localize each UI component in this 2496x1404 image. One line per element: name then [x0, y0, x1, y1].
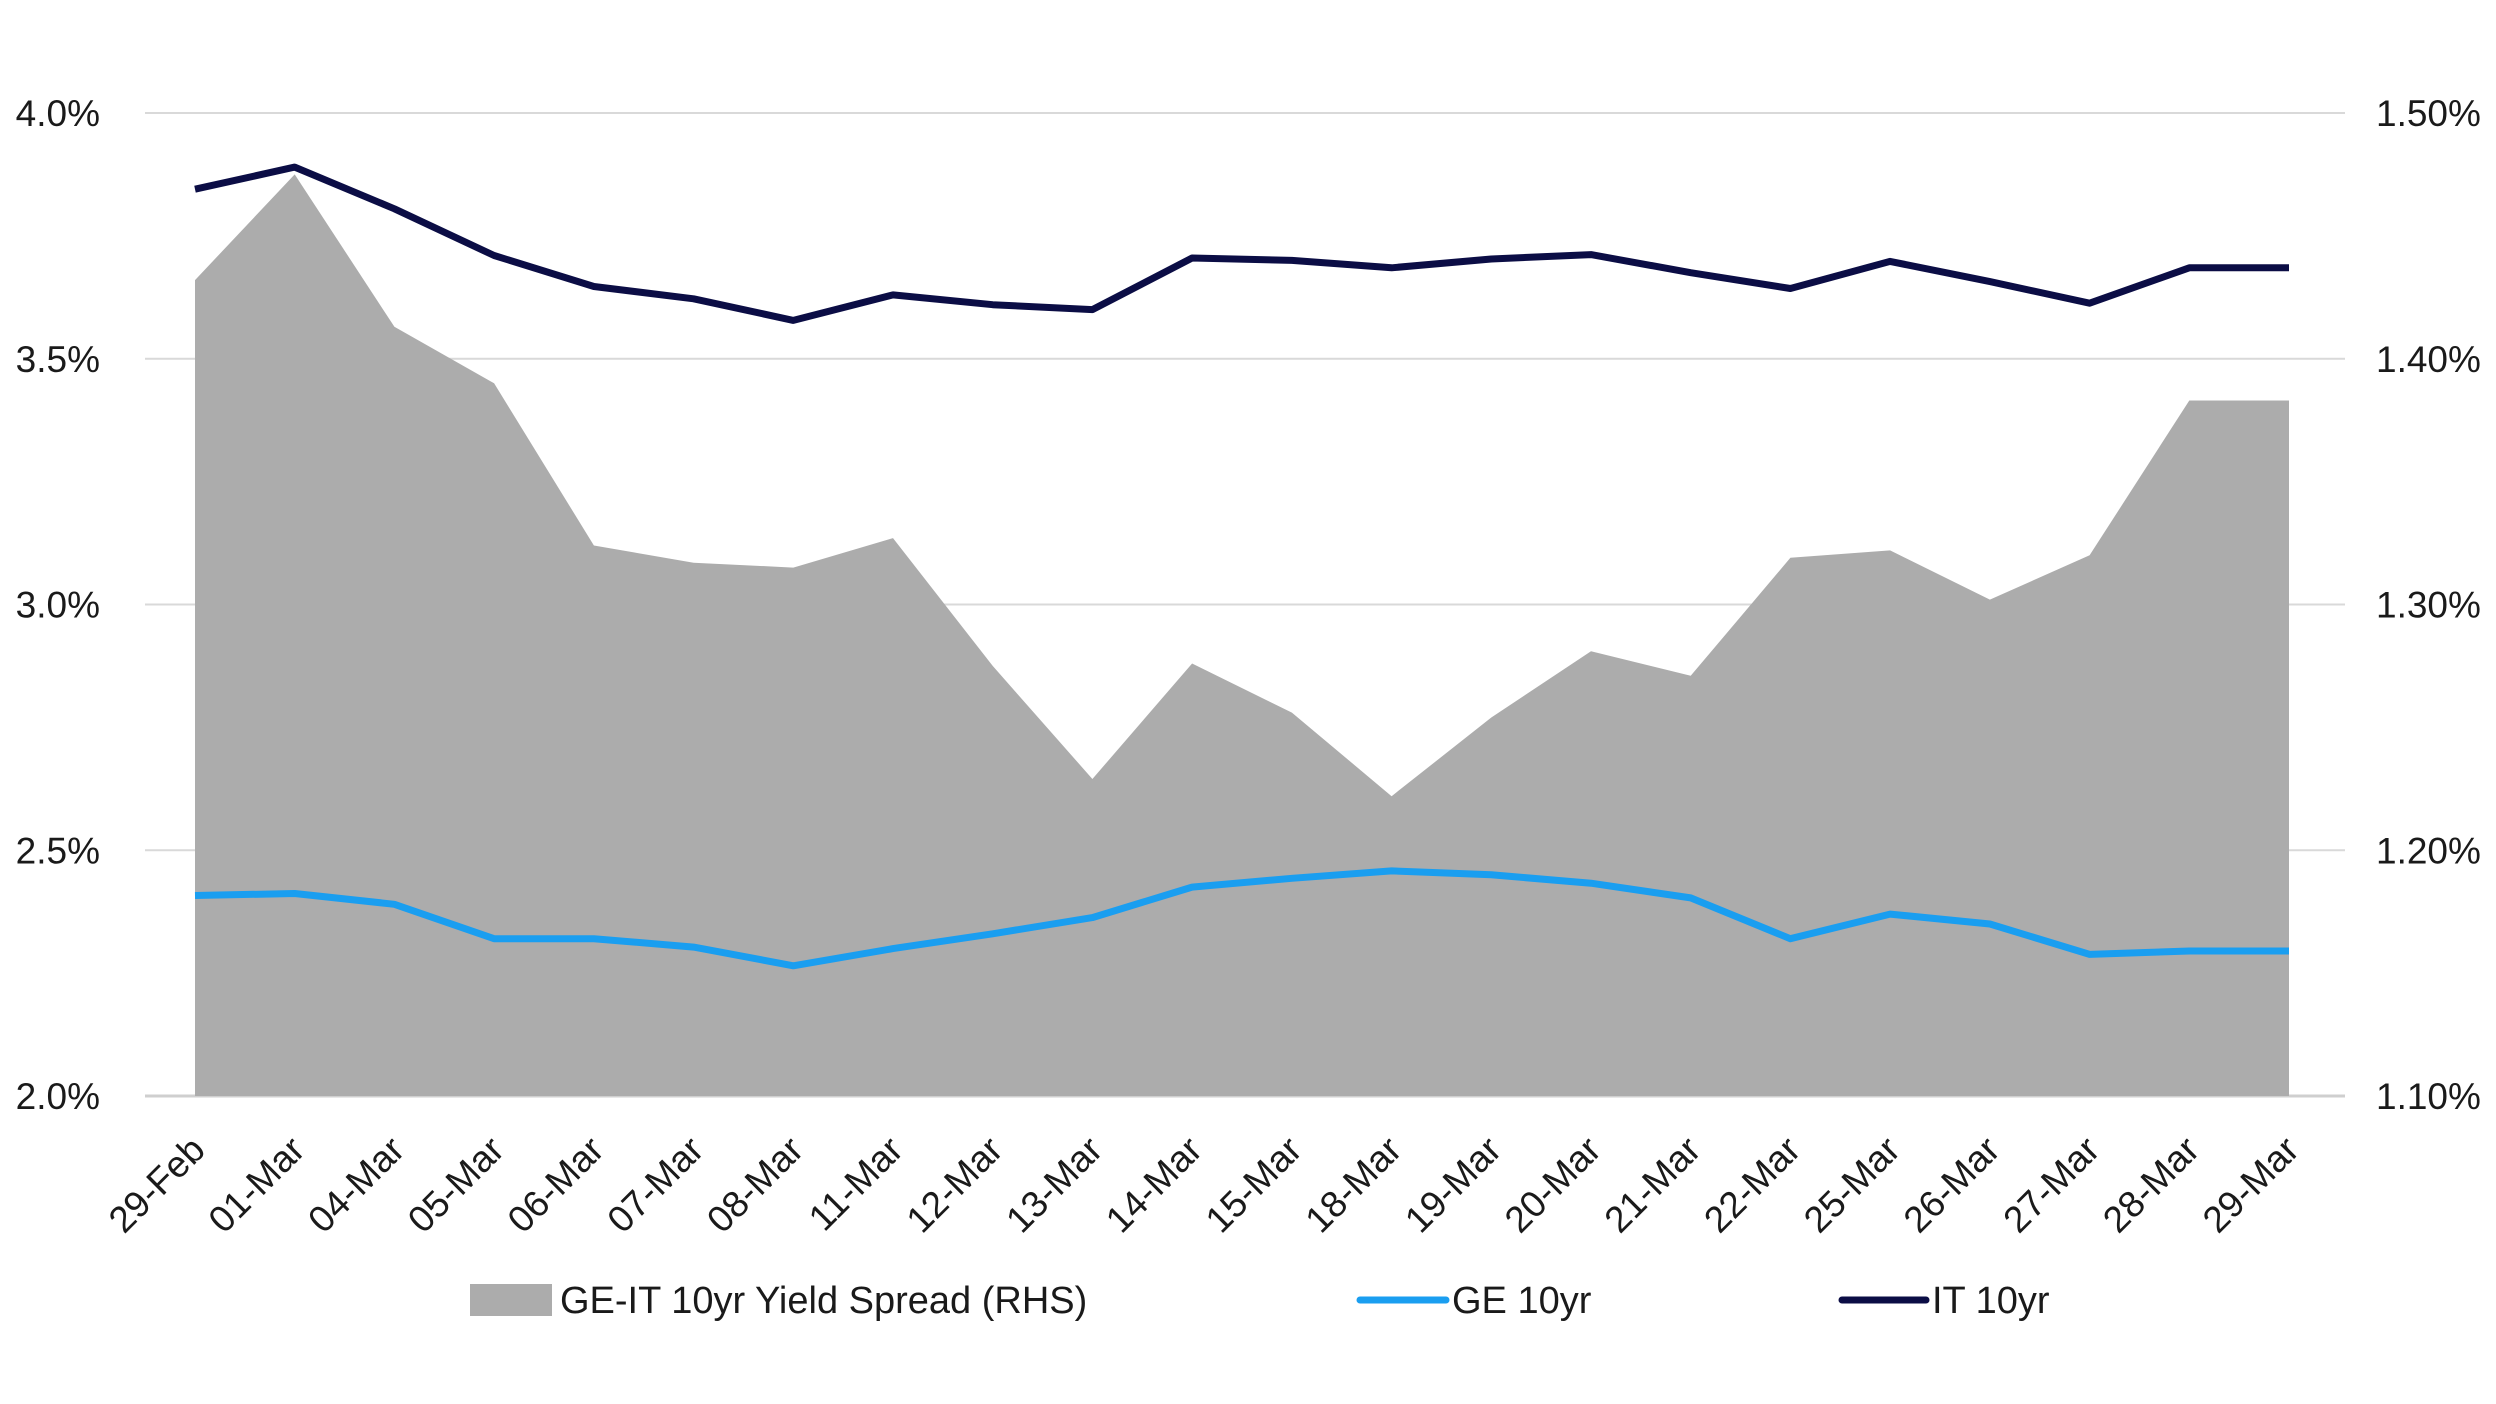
x-tick-label: 28-Mar — [2095, 1129, 2207, 1241]
ge-10yr-line — [194, 867, 2289, 970]
legend-label-spread: GE-IT 10yr Yield Spread (RHS) — [560, 1280, 1087, 1322]
x-tick-label: 01-Mar — [201, 1129, 313, 1241]
spread-area-layer — [195, 174, 2289, 1096]
x-tick-label: 20-Mar — [1497, 1129, 1609, 1241]
legend-label-ge-10yr: GE 10yr — [1452, 1280, 1592, 1322]
x-tick-label: 11-Mar — [801, 1129, 911, 1239]
it-10yr-line — [194, 163, 2289, 324]
x-tick-label: 22-Mar — [1696, 1129, 1808, 1241]
right-tick-label: 1.50% — [2376, 93, 2481, 134]
x-axis-tick-labels: 29-Feb01-Mar04-Mar05-Mar06-Mar07-Mar08-M… — [101, 1129, 2307, 1241]
left-tick-label: 4.0% — [16, 93, 100, 134]
right-axis-tick-labels: 1.10% 1.20% 1.30% 1.40% 1.50% — [2376, 93, 2481, 1117]
spread-area — [195, 174, 2289, 1096]
left-axis-tick-labels: 2.0% 2.5% 3.0% 3.5% 4.0% — [16, 93, 100, 1117]
legend-label-it-10yr: IT 10yr — [1932, 1280, 2050, 1322]
x-tick-label: 06-Mar — [500, 1129, 612, 1241]
x-tick-label: 21-Mar — [1597, 1129, 1709, 1241]
x-tick-label: 29-Mar — [2195, 1129, 2307, 1241]
x-tick-label: 18-Mar — [1297, 1129, 1409, 1241]
right-tick-label: 1.10% — [2376, 1076, 2481, 1117]
x-tick-label: 27-Mar — [1995, 1129, 2107, 1241]
x-tick-label: 04-Mar — [300, 1129, 412, 1241]
x-tick-label: 29-Feb — [101, 1129, 213, 1241]
x-tick-label: 08-Mar — [699, 1129, 811, 1241]
right-tick-label: 1.40% — [2376, 339, 2481, 380]
legend-swatch-spread — [470, 1284, 552, 1316]
x-tick-label: 05-Mar — [400, 1129, 512, 1241]
line-series-layer — [194, 163, 2290, 970]
x-tick-label: 15-Mar — [1198, 1129, 1310, 1241]
x-tick-label: 26-Mar — [1896, 1129, 2008, 1241]
x-tick-label: 25-Mar — [1796, 1129, 1908, 1241]
right-tick-label: 1.20% — [2376, 830, 2481, 871]
x-tick-label: 07-Mar — [599, 1129, 711, 1241]
left-tick-label: 2.5% — [16, 830, 100, 871]
x-tick-label: 12-Mar — [899, 1129, 1011, 1241]
x-tick-label: 14-Mar — [1098, 1129, 1210, 1241]
left-tick-label: 2.0% — [16, 1076, 100, 1117]
left-tick-label: 3.5% — [16, 339, 100, 380]
x-tick-label: 13-Mar — [998, 1129, 1110, 1241]
x-tick-label: 19-Mar — [1397, 1129, 1509, 1241]
right-tick-label: 1.30% — [2376, 585, 2481, 626]
left-tick-label: 3.0% — [16, 585, 100, 626]
legend: GE-IT 10yr Yield Spread (RHS) GE 10yr IT… — [470, 1280, 2050, 1322]
